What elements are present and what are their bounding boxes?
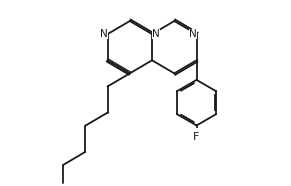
Text: N: N (189, 29, 196, 39)
Text: N: N (100, 29, 108, 39)
Text: F: F (193, 132, 200, 142)
Text: N: N (152, 29, 160, 39)
